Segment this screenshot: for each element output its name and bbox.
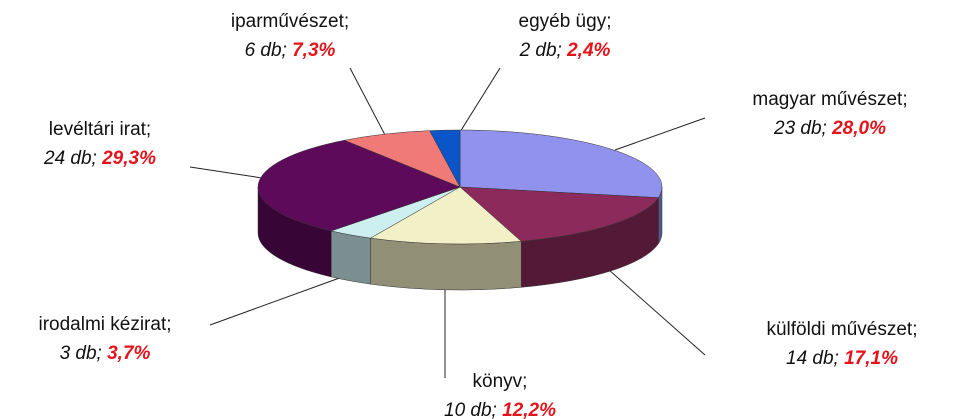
slice — [459, 186, 659, 242]
count-label: 2 db; — [519, 40, 562, 61]
slice-label: iparművészet; — [231, 11, 349, 32]
percent-label: 17,1% — [844, 348, 898, 369]
slice-side — [330, 230, 371, 285]
count-label: 3 db; — [60, 343, 102, 364]
slice-label: magyar művészet; — [752, 89, 907, 110]
percent-label: 12,2% — [502, 400, 556, 419]
leader-line — [599, 261, 706, 356]
slice-label: könyv; — [473, 371, 528, 392]
percent-label: 7,3% — [292, 40, 335, 61]
leader-line — [349, 67, 386, 136]
percent-label: 2,4% — [566, 40, 610, 61]
percent-label: 28,0% — [831, 118, 886, 139]
percent-label: 3,7% — [107, 343, 150, 364]
slice-label: levéltári irat; — [49, 119, 151, 140]
slice — [429, 129, 461, 188]
slice — [369, 186, 522, 245]
slice-side — [370, 237, 522, 291]
slice-value-label: 23 db; 28,0% — [773, 118, 886, 139]
slice-value-label: 6 db; 7,3% — [245, 40, 336, 61]
slice-value-label: 3 db; 3,7% — [60, 343, 151, 364]
slice-value-label: 2 db; 2,4% — [519, 40, 611, 61]
slice — [459, 129, 663, 198]
slice-label: külföldi művészet; — [766, 319, 917, 340]
slice-value-label: 10 db; 12,2% — [444, 400, 556, 419]
pie-tops — [257, 129, 663, 245]
count-label: 24 db; — [43, 148, 97, 169]
count-label: 23 db; — [773, 118, 827, 139]
leader-line — [614, 117, 706, 151]
slice-label: irodalmi kézirat; — [38, 314, 171, 335]
leader-line — [209, 275, 346, 326]
leader-lines — [189, 67, 706, 378]
count-label: 10 db; — [444, 400, 497, 419]
leader-line — [189, 166, 263, 179]
leader-line — [459, 67, 501, 133]
slice — [257, 140, 461, 232]
slice-value-label: 24 db; 29,3% — [43, 148, 156, 169]
slice-value-label: 14 db; 17,1% — [786, 348, 898, 369]
percent-label: 29,3% — [101, 148, 156, 169]
pie-sides — [257, 186, 663, 291]
slice-label: egyéb ügy; — [519, 11, 612, 32]
count-label: 14 db; — [786, 348, 839, 369]
count-label: 6 db; — [245, 40, 287, 61]
